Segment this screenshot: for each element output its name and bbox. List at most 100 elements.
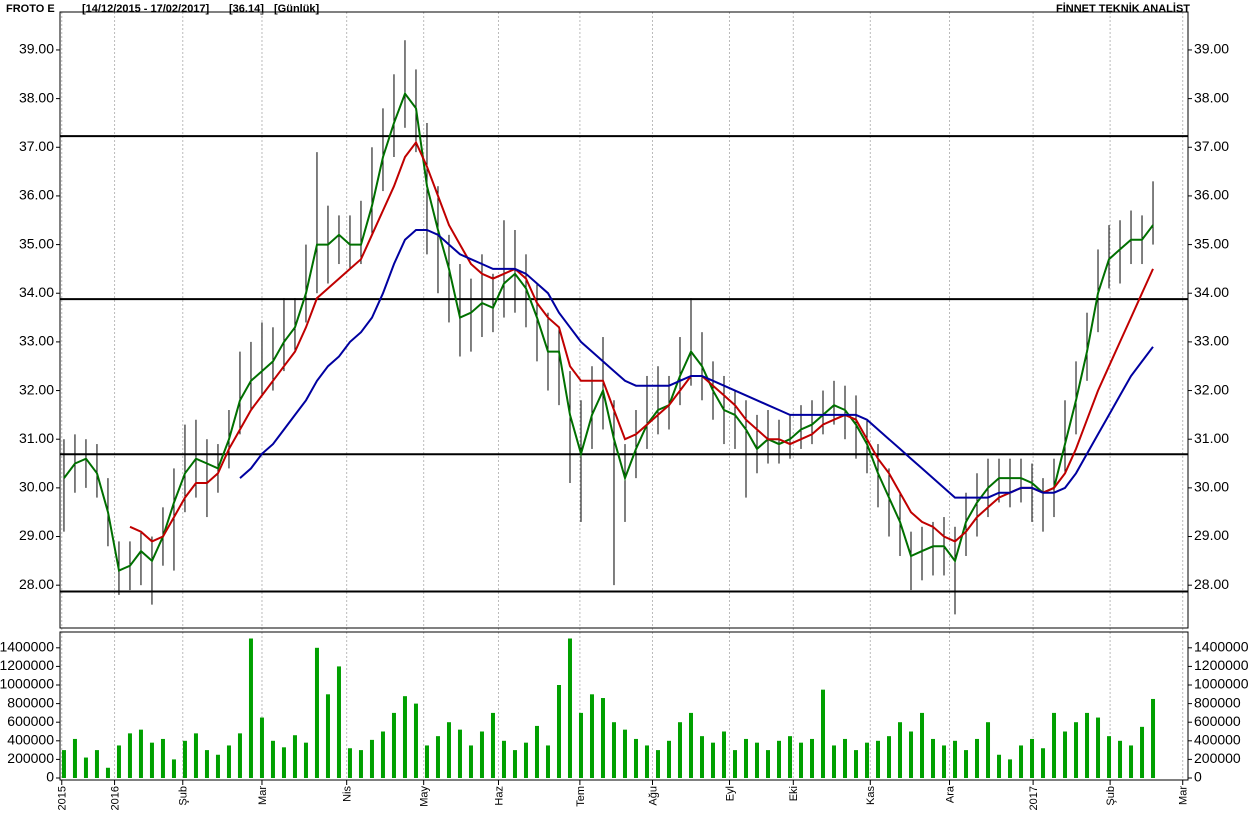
volume-bar [909, 731, 914, 778]
volume-bar [149, 742, 154, 778]
volume-bar [1074, 722, 1079, 778]
volume-bar [1140, 726, 1145, 778]
volume-bar [380, 731, 385, 778]
y-tick-label: 1000000 [0, 676, 54, 692]
symbol: FROTO E [6, 3, 55, 15]
volume-bar [567, 638, 572, 778]
volume-bar [1063, 731, 1068, 778]
y-tick-label: 37.00 [19, 138, 54, 154]
volume-bar [611, 722, 616, 778]
x-tick-label: Eki [788, 786, 800, 801]
volume-bar [435, 736, 440, 778]
y-tick-label: 30.00 [1194, 479, 1229, 495]
volume-bar [325, 694, 330, 778]
volume-bar [413, 703, 418, 778]
volume-bar [1096, 717, 1101, 778]
volume-bar [1129, 745, 1134, 778]
volume-bar [832, 745, 837, 778]
volume-bar [600, 698, 605, 778]
volume-bar [446, 722, 451, 778]
x-tick-label: Mar [1178, 786, 1190, 805]
y-tick-label: 31.00 [19, 430, 54, 446]
x-tick-label: Haz [493, 786, 505, 806]
volume-bar [127, 733, 132, 778]
x-tick-label: Tem [575, 786, 587, 807]
volume-bar [754, 742, 759, 778]
volume-bar [457, 729, 462, 778]
x-tick-label: Ara [944, 785, 956, 803]
volume-bar [226, 745, 231, 778]
volume-bar [975, 738, 980, 778]
volume-bar [589, 694, 594, 778]
volume-bar [556, 685, 561, 778]
x-tick-label: Kas [865, 786, 877, 805]
x-tick-label: Ağu [647, 786, 659, 806]
volume-bar [292, 735, 297, 778]
volume-bar [732, 750, 737, 778]
volume-bar [854, 750, 859, 778]
volume-bar [116, 745, 121, 778]
volume-bar [898, 722, 903, 778]
volume-bar [336, 666, 341, 778]
y-tick-label: 38.00 [19, 89, 54, 105]
volume-bar [303, 742, 308, 778]
volume-bar [810, 738, 814, 778]
x-tick-label: Nis [342, 786, 354, 802]
volume-bar [986, 722, 991, 778]
volume-bar [997, 754, 1002, 778]
y-tick-label: 400000 [7, 732, 54, 748]
volume-bar [182, 740, 187, 778]
volume-bar [105, 767, 110, 778]
y-tick-label: 34.00 [19, 284, 54, 300]
volume-bar [942, 745, 947, 778]
volume-bar [578, 712, 583, 778]
y-tick-label: 32.00 [1194, 381, 1229, 397]
y-tick-label: 31.00 [1194, 430, 1229, 446]
y-tick-label: 37.00 [1194, 138, 1229, 154]
price-frame [59, 11, 1189, 629]
volume-bar [1151, 698, 1156, 778]
y-tick-label: 35.00 [1194, 235, 1229, 251]
volume-bar [644, 745, 649, 778]
volume-bar [953, 740, 958, 778]
volume-bar [138, 729, 143, 778]
volume-bar [821, 689, 826, 778]
x-tick-label: 2016 [109, 786, 121, 810]
y-tick-label: 38.00 [1194, 89, 1229, 105]
moving-average [239, 229, 1154, 499]
volume-bar [83, 757, 88, 778]
volume-bar [468, 745, 473, 778]
volume-bar [721, 731, 726, 778]
volume-bar [622, 729, 627, 778]
volume-bar [501, 740, 506, 778]
volume-bar [402, 696, 407, 778]
volume-bar [743, 738, 748, 778]
y-tick-label: 1200000 [1194, 657, 1249, 673]
volume-bar [1019, 745, 1024, 778]
volume-bar [248, 638, 253, 778]
y-tick-label: 1400000 [0, 639, 54, 655]
y-tick-label: 28.00 [19, 576, 54, 592]
y-tick-label: 39.00 [19, 41, 54, 57]
y-tick-label: 0 [1194, 769, 1202, 785]
y-tick-label: 400000 [1194, 732, 1241, 748]
volume-bar [787, 736, 792, 778]
volume-bar [1030, 738, 1035, 778]
volume-bar [710, 742, 715, 778]
volume-bar [843, 738, 848, 778]
volume-bar [160, 738, 165, 778]
volume-bar [369, 739, 374, 778]
volume-bar [699, 736, 704, 778]
y-tick-label: 39.00 [1194, 41, 1229, 57]
y-tick-label: 1200000 [0, 657, 54, 673]
volume-bar [523, 742, 528, 778]
x-tick-label: May [419, 786, 431, 807]
x-tick-label: Şub [178, 786, 190, 806]
volume-bar [1008, 759, 1013, 778]
volume-bar [920, 712, 925, 778]
y-tick-label: 36.00 [1194, 187, 1229, 203]
volume-bar [479, 731, 484, 778]
y-tick-label: 34.00 [1194, 284, 1229, 300]
volume-bar [512, 750, 517, 778]
